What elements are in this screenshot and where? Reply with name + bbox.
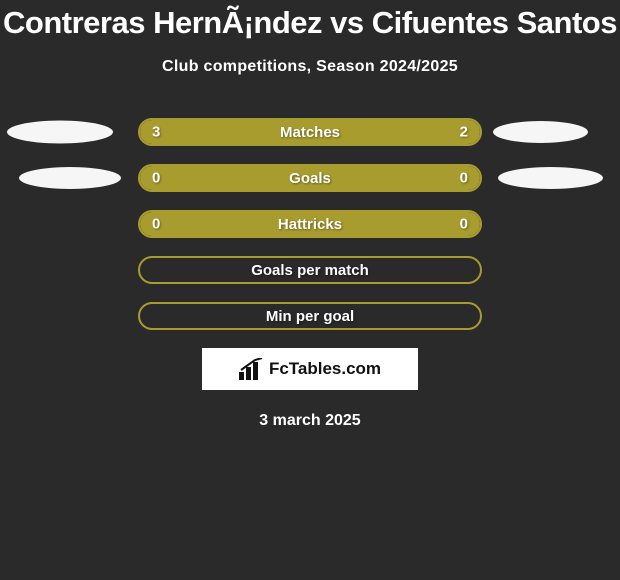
stat-left-value: 0 <box>152 170 160 187</box>
page-title: Contreras HernÃ¡ndez vs Cifuentes Santos <box>0 6 620 40</box>
stat-row: 3 2 Matches <box>0 118 620 146</box>
logo-text: FcTables.com <box>269 359 381 379</box>
right-ellipse <box>498 167 603 189</box>
stat-pill: 0 0 Goals <box>138 164 482 192</box>
stat-pill: Min per goal <box>138 302 482 330</box>
stat-pill: 3 2 Matches <box>138 118 482 146</box>
stat-label: Goals per match <box>251 262 369 279</box>
stat-row: Goals per match <box>0 256 620 284</box>
logo: FcTables.com <box>239 358 381 380</box>
root-container: Contreras HernÃ¡ndez vs Cifuentes Santos… <box>0 0 620 430</box>
stat-label: Hattricks <box>278 216 342 233</box>
bars-icon <box>239 358 265 380</box>
logo-box: FcTables.com <box>202 348 418 390</box>
left-ellipse <box>7 121 113 144</box>
stat-label: Matches <box>280 124 340 141</box>
stat-left-value: 0 <box>152 216 160 233</box>
stat-pill: 0 0 Hattricks <box>138 210 482 238</box>
right-ellipse <box>493 121 588 143</box>
footer-date: 3 march 2025 <box>0 412 620 430</box>
stat-right-value: 0 <box>460 216 468 233</box>
stat-left-value: 3 <box>152 124 160 141</box>
stat-label: Min per goal <box>266 308 354 325</box>
stat-row: 0 0 Hattricks <box>0 210 620 238</box>
comparison-rows: 3 2 Matches 0 0 Goals 0 0 Hattricks Goals per mat… <box>0 118 620 330</box>
stat-label: Goals <box>289 170 331 187</box>
stat-row: 0 0 Goals <box>0 164 620 192</box>
page-subtitle: Club competitions, Season 2024/2025 <box>0 58 620 76</box>
stat-right-value: 2 <box>460 124 468 141</box>
left-ellipse <box>19 167 121 189</box>
stat-pill: Goals per match <box>138 256 482 284</box>
stat-row: Min per goal <box>0 302 620 330</box>
stat-right-value: 0 <box>460 170 468 187</box>
